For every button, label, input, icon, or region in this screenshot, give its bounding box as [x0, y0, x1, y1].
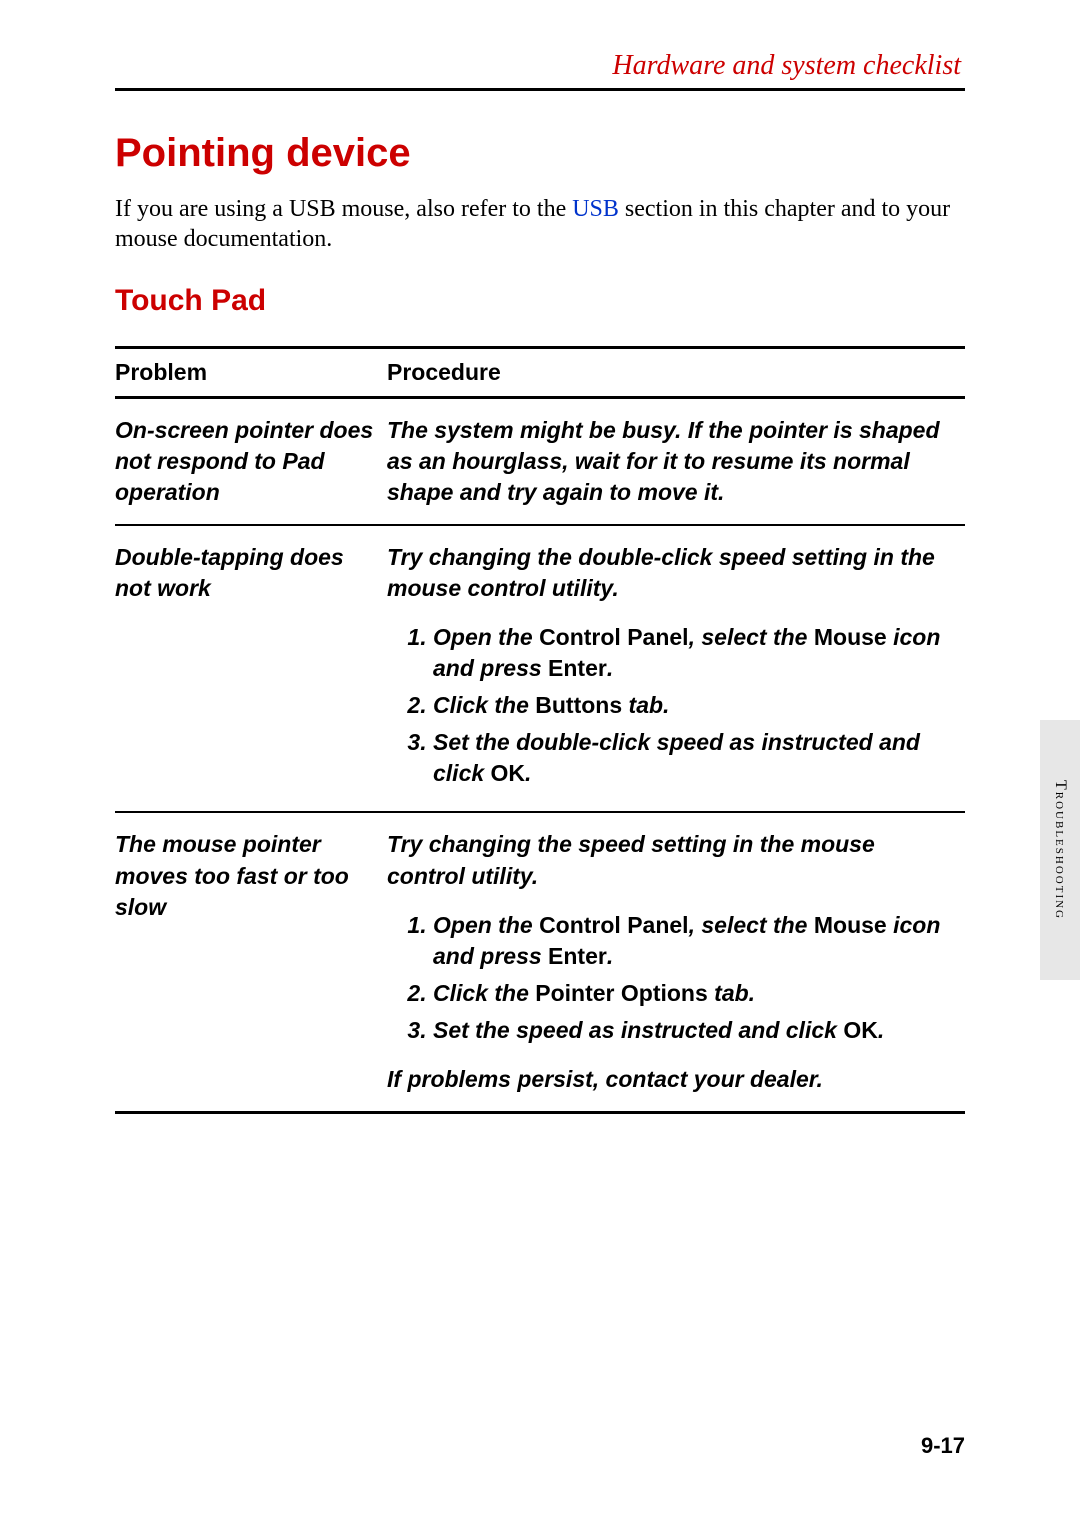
step-bold: Enter	[548, 655, 607, 681]
table-header-row: Problem Procedure	[115, 348, 965, 398]
step-item: Set the double-click speed as instructed…	[433, 727, 957, 789]
intro-paragraph: If you are using a USB mouse, also refer…	[115, 194, 965, 254]
table-row: On-screen pointer does not respond to Pa…	[115, 398, 965, 526]
step-text: .	[607, 943, 613, 969]
step-text: , select the	[689, 912, 814, 938]
step-text: , select the	[689, 624, 814, 650]
page-number: 9-17	[921, 1433, 965, 1459]
procedure-cell: Try changing the double-click speed sett…	[387, 525, 965, 812]
step-text: Open the	[433, 624, 539, 650]
header-rule	[115, 88, 965, 91]
step-item: Click the Buttons tab.	[433, 690, 957, 721]
step-item: Open the Control Panel, select the Mouse…	[433, 622, 957, 684]
table-row: The mouse pointer moves too fast or too …	[115, 812, 965, 1112]
col-header-procedure: Procedure	[387, 348, 965, 398]
heading-1: Pointing device	[115, 131, 965, 176]
step-bold: OK	[843, 1017, 878, 1043]
step-item: Click the Pointer Options tab.	[433, 978, 957, 1009]
usb-link[interactable]: USB	[572, 196, 619, 222]
problem-cell: The mouse pointer moves too fast or too …	[115, 812, 387, 1112]
step-bold: Buttons	[535, 692, 622, 718]
step-bold: Mouse	[814, 624, 887, 650]
side-tab-label: Troubleshooting	[1051, 780, 1069, 920]
col-header-problem: Problem	[115, 348, 387, 398]
step-text: .	[525, 760, 531, 786]
step-bold: Enter	[548, 943, 607, 969]
procedure-lead: Try changing the double-click speed sett…	[387, 544, 935, 601]
step-item: Set the speed as instructed and click OK…	[433, 1015, 957, 1046]
procedure-footnote: If problems persist, contact your dealer…	[387, 1064, 957, 1095]
side-tab: Troubleshooting	[1040, 720, 1080, 980]
procedure-steps: Open the Control Panel, select the Mouse…	[387, 622, 957, 789]
intro-text-pre: If you are using a USB mouse, also refer…	[115, 196, 572, 222]
step-item: Open the Control Panel, select the Mouse…	[433, 910, 957, 972]
procedure-cell: Try changing the speed setting in the mo…	[387, 812, 965, 1112]
troubleshooting-table: Problem Procedure On-screen pointer does…	[115, 346, 965, 1114]
step-text: Set the speed as instructed and click	[433, 1017, 843, 1043]
step-text: tab.	[708, 980, 755, 1006]
procedure-lead: Try changing the speed setting in the mo…	[387, 831, 875, 888]
running-header: Hardware and system checklist	[115, 50, 965, 88]
step-text: .	[878, 1017, 884, 1043]
step-bold: Control Panel	[539, 912, 689, 938]
step-bold: Mouse	[814, 912, 887, 938]
table-row: Double-tapping does not work Try changin…	[115, 525, 965, 812]
procedure-cell: The system might be busy. If the pointer…	[387, 398, 965, 526]
step-bold: Pointer Options	[535, 980, 708, 1006]
page: Hardware and system checklist Pointing d…	[0, 0, 1080, 1529]
procedure-steps: Open the Control Panel, select the Mouse…	[387, 910, 957, 1046]
step-text: tab.	[622, 692, 669, 718]
problem-cell: Double-tapping does not work	[115, 525, 387, 812]
step-text: .	[607, 655, 613, 681]
step-text: Click the	[433, 980, 535, 1006]
step-bold: Control Panel	[539, 624, 689, 650]
heading-2: Touch Pad	[115, 284, 965, 318]
problem-cell: On-screen pointer does not respond to Pa…	[115, 398, 387, 526]
step-text: Open the	[433, 912, 539, 938]
step-text: Click the	[433, 692, 535, 718]
step-bold: OK	[491, 760, 526, 786]
